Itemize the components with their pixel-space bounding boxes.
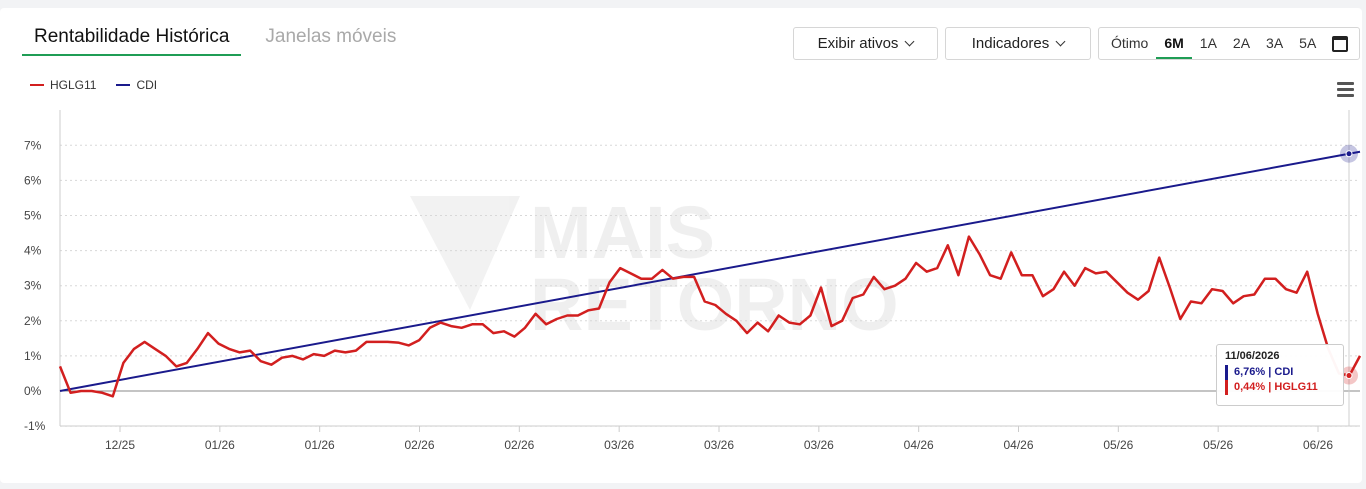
x-tick-label: 06/26 (1303, 438, 1333, 452)
period-1a[interactable]: 1A (1199, 35, 1217, 51)
watermark-line1: MAIS (530, 191, 715, 274)
x-tick-label: 05/26 (1203, 438, 1233, 452)
x-tick-label: 05/26 (1103, 438, 1133, 452)
legend-label-cdi: CDI (136, 78, 158, 92)
x-tick-label: 01/26 (205, 438, 235, 452)
indicadores-button[interactable]: Indicadores (945, 27, 1091, 60)
period-3a[interactable]: 3A (1266, 35, 1284, 51)
chart-legend: HGLG11 CDI (30, 78, 157, 92)
tooltip-cdi: 6,76% | CDI (1225, 365, 1335, 380)
x-tick-label: 02/26 (404, 438, 434, 452)
y-tick-label: 4% (24, 244, 42, 258)
hglg11-marker (1345, 372, 1353, 380)
period-selector: Ótimo 6M 1A 2A 3A 5A (1098, 27, 1360, 60)
exibir-ativos-button[interactable]: Exibir ativos (793, 27, 938, 60)
chart-markers (1340, 110, 1358, 426)
x-tick-label: 04/26 (904, 438, 934, 452)
y-tick-label: -1% (24, 419, 46, 433)
x-tick-label: 04/26 (1003, 438, 1033, 452)
tab-bar: Rentabilidade Histórica Janelas móveis (22, 26, 408, 56)
tab-rentabilidade-historica[interactable]: Rentabilidade Histórica (22, 26, 242, 56)
period-6m[interactable]: 6M (1156, 28, 1192, 59)
x-tick-label: 03/26 (704, 438, 734, 452)
series-line-hglg11 (58, 235, 1362, 398)
x-tick-label: 12/25 (105, 438, 135, 452)
x-tick-label: 02/26 (504, 438, 534, 452)
calendar-icon[interactable] (1332, 35, 1349, 52)
x-tick-label: 03/26 (804, 438, 834, 452)
tooltip-hglg11: 0,44% | HGLG11 (1225, 380, 1335, 395)
x-axis: 12/25 01/26 01/26 02/26 02/26 03/26 03/26 03/26… (105, 426, 1333, 452)
hamburger-menu-icon[interactable] (1337, 82, 1354, 100)
period-2a[interactable]: 2A (1232, 35, 1251, 51)
indicadores-label: Indicadores (971, 35, 1050, 52)
y-tick-label: 2% (24, 314, 42, 328)
y-axis: 7% 6% 5% 4% 3% 2% 1% 0% -1% (24, 138, 46, 433)
legend-label-hglg11: HGLG11 (50, 78, 97, 92)
chart-tooltip: 11/06/2026 6,76% | CDI 0,44% | HGLG11 (1216, 344, 1344, 406)
series-line-cdi (59, 152, 1350, 392)
y-tick-label: 1% (24, 349, 42, 363)
y-tick-label: 0% (24, 384, 42, 398)
tab-janelas-moveis[interactable]: Janelas móveis (265, 26, 397, 47)
watermark-shape (410, 196, 520, 310)
legend-line-hglg11 (30, 84, 44, 86)
cdi-marker (1345, 150, 1353, 158)
exibir-ativos-label: Exibir ativos (817, 35, 899, 52)
chart-grid (59, 110, 1360, 427)
x-tick-label: 03/26 (604, 438, 634, 452)
x-tick-label: 01/26 (305, 438, 335, 452)
tooltip-date: 11/06/2026 (1225, 350, 1280, 362)
legend-item-cdi[interactable]: CDI (116, 78, 157, 92)
legend-line-cdi (116, 84, 131, 86)
watermark-logo: MAIS RETORNO (410, 191, 899, 346)
period-5a[interactable]: 5A (1299, 35, 1317, 51)
period-otimo[interactable]: Ótimo (1111, 35, 1149, 51)
chart-card: Rentabilidade Histórica Janelas móveis E… (0, 8, 1362, 483)
legend-item-hglg11[interactable]: HGLG11 (30, 78, 96, 92)
y-tick-label: 3% (24, 279, 42, 293)
y-tick-label: 5% (24, 209, 42, 223)
y-tick-label: 6% (24, 173, 42, 187)
y-tick-label: 7% (24, 138, 42, 152)
